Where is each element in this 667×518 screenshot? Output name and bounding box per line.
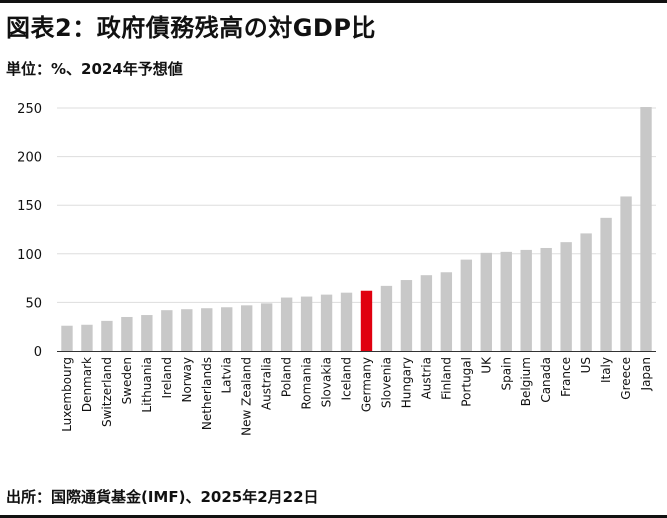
bar-uk [480,252,492,351]
bar-germany [360,290,373,351]
bar-greece [620,196,632,351]
x-tick-label: Finland [439,357,453,400]
bar-romania [300,296,313,351]
bar-luxembourg [61,325,73,351]
bar-netherlands [201,308,213,351]
bar-spain [500,251,512,351]
bar-finland [440,272,453,351]
x-tick-label: Italy [599,357,613,383]
x-tick-label: Austria [419,357,433,399]
x-tick-label: New Zealand [240,357,254,436]
gridlines [57,107,656,303]
chart-subtitle: 単位：%、2024年予想値 [6,60,183,78]
x-tick-label: Poland [280,357,294,397]
bar-new-zealand [240,305,253,351]
bars [61,107,652,351]
y-tick-label: 150 [17,199,42,214]
x-tick-label: Canada [539,357,553,403]
x-tick-label: Latvia [220,357,234,394]
bar-sweden [121,316,133,351]
x-tick-label: Spain [499,357,513,391]
top-rule [0,0,667,3]
bar-belgium [520,249,532,351]
x-tick-label: Hungary [399,357,413,408]
x-tick-label: Netherlands [200,357,214,430]
bar-denmark [81,324,93,351]
bar-japan [640,107,652,351]
x-tick-label: Slovakia [320,357,334,407]
bar-canada [540,247,552,351]
y-axis-ticks: 0 50 100 150 200 250 [17,102,42,360]
x-tick-label: Belgium [519,357,533,406]
x-tick-label: Australia [260,357,274,410]
bar-lithuania [141,315,153,351]
x-tick-label: Switzerland [100,357,114,427]
bar-france [560,242,572,351]
bar-austria [420,275,433,351]
source-note: 出所：国際通貨基金(IMF)、2025年2月22日 [6,488,319,506]
x-tick-label: Norway [180,357,194,403]
bar-hungary [400,280,413,351]
bar-slovakia [320,294,333,351]
x-tick-label: UK [479,356,493,374]
x-tick-label: Romania [300,357,314,409]
bar-slovenia [380,285,393,351]
x-tick-label: Ireland [160,357,174,399]
y-tick-label: 0 [34,345,42,360]
bottom-rule [0,515,667,518]
bar-iceland [340,292,353,351]
bar-us [580,233,592,351]
bar-switzerland [101,320,113,351]
x-tick-label: Lithuania [140,357,154,413]
x-axis-labels: Luxembourg Denmark Switzerland Sweden Lithua… [60,356,653,436]
x-tick-label: Germany [359,357,373,412]
bar-latvia [221,307,233,351]
bar-norway [181,309,193,351]
x-tick-label: Portugal [459,357,473,407]
bar-australia [260,303,273,351]
y-tick-label: 200 [17,151,42,166]
bar-chart: 0 50 100 150 200 250 Luxembourg Denmark Switzer… [17,102,656,436]
x-tick-label: Greece [619,357,633,400]
x-tick-label: Luxembourg [60,357,74,432]
y-tick-label: 50 [25,296,42,311]
chart-title: 図表2：政府債務残高の対GDP比 [6,14,376,42]
y-tick-label: 100 [17,248,42,263]
bar-poland [280,297,293,351]
bar-portugal [460,259,473,351]
x-tick-label: France [559,357,573,397]
y-tick-label: 250 [17,102,42,117]
x-tick-label: Iceland [340,357,354,400]
x-tick-label: Denmark [80,357,94,412]
bar-ireland [161,310,173,351]
x-tick-label: Japan [639,357,653,391]
x-tick-label: Slovenia [379,357,393,408]
x-tick-label: US [579,357,593,373]
x-tick-label: Sweden [120,357,134,404]
bar-italy [600,217,612,351]
